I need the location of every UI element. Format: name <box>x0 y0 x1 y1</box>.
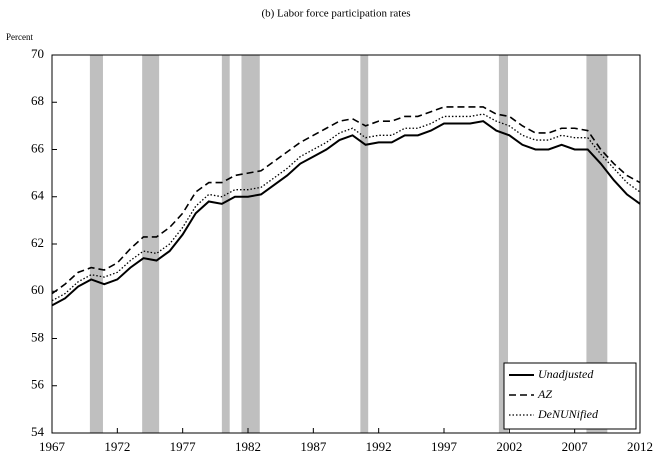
recession-band <box>89 55 103 433</box>
x-tick-label: 1982 <box>235 439 261 454</box>
recession-band <box>221 55 230 433</box>
y-tick-label: 54 <box>31 424 45 439</box>
series-line <box>51 106 641 295</box>
chart-title: (b) Labor force participation rates <box>261 8 410 20</box>
x-tick-label: 1967 <box>39 439 66 454</box>
x-tick-label: 2012 <box>627 439 653 454</box>
series-line <box>51 120 641 307</box>
y-tick-label: 66 <box>31 140 45 155</box>
recession-band <box>586 55 608 433</box>
series-line <box>51 113 641 302</box>
y-tick-label: 70 <box>31 46 44 61</box>
y-tick-label: 56 <box>31 377 45 392</box>
x-tick-label: 1972 <box>104 439 130 454</box>
y-tick-label: 58 <box>31 329 44 344</box>
recession-band <box>498 55 509 433</box>
recession-band <box>142 55 160 433</box>
legend-label: AZ <box>537 387 552 401</box>
x-tick-label: 2002 <box>496 439 522 454</box>
x-tick-label: 1992 <box>366 439 392 454</box>
legend-label: Unadjusted <box>538 367 594 381</box>
x-tick-label: 1987 <box>300 439 327 454</box>
y-axis-label: Percent <box>6 32 33 42</box>
recession-band <box>360 55 369 433</box>
y-tick-label: 64 <box>31 188 45 203</box>
x-tick-label: 2007 <box>562 439 589 454</box>
y-tick-label: 68 <box>31 93 44 108</box>
y-tick-label: 60 <box>31 282 44 297</box>
x-tick-label: 1977 <box>170 439 197 454</box>
legend-label: DeNUNified <box>537 407 599 421</box>
legend-box <box>503 362 637 430</box>
x-tick-label: 1997 <box>431 439 458 454</box>
recession-band <box>241 55 260 433</box>
y-tick-label: 62 <box>31 235 44 250</box>
